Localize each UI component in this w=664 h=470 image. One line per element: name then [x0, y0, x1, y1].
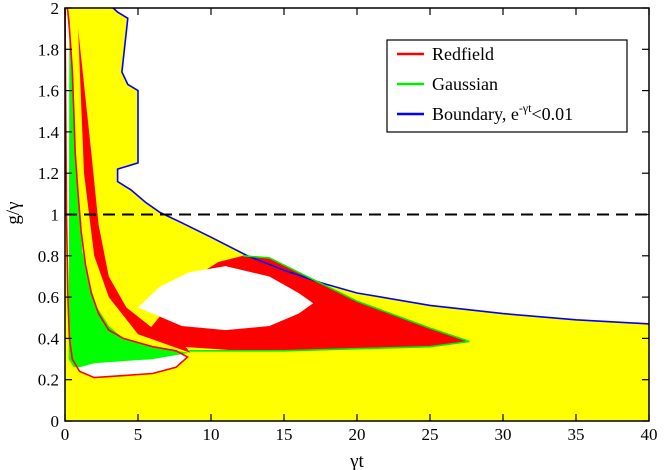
legend-label-boundary: Boundary, e-γt<0.01	[432, 101, 573, 124]
legend-box	[386, 39, 628, 133]
legend-label-gaussian: Gaussian	[432, 74, 498, 94]
region-white-notch	[138, 266, 314, 331]
region-red-left	[78, 28, 191, 353]
regions	[65, 8, 649, 421]
boundary-curve	[112, 7, 650, 325]
y-tick-label: 2	[51, 0, 60, 18]
x-tick-label: 20	[349, 425, 366, 444]
x-tick-label: 5	[134, 425, 143, 444]
y-tick-label: 1.6	[38, 82, 59, 101]
x-axis-label: γt	[349, 451, 364, 470]
y-tick-label: 0.4	[38, 329, 60, 348]
legend-boundary-suffix: <0.01	[531, 104, 573, 124]
region-upper-sliver	[108, 8, 121, 54]
legend: Redfield Gaussian Boundary, e-γt<0.01	[386, 39, 628, 133]
y-tick-label: 1.8	[38, 40, 59, 59]
legend-label-redfield: Redfield	[432, 44, 494, 64]
x-tick-label: 25	[422, 425, 439, 444]
curves	[64, 7, 650, 379]
ticks: 0 5 10 15 20 25 30 35 40 0 0.2 0.4 0.6 0.8 1 1.2 1.4 1.6 1…	[38, 0, 658, 444]
redfield-curve	[64, 7, 189, 379]
y-tick-label: 1.2	[38, 164, 59, 183]
region-green-left	[68, 8, 190, 368]
x-tick-label: 15	[276, 425, 293, 444]
y-tick-label: 0.6	[38, 288, 59, 307]
x-tick-label: 0	[61, 425, 70, 444]
y-tick-label: 1.4	[38, 123, 60, 142]
y-tick-label: 1	[51, 206, 60, 225]
x-tick-label: 10	[203, 425, 220, 444]
gaussian-curve	[189, 255, 470, 352]
y-tick-label: 0.2	[38, 371, 59, 390]
y-axis-label: g/γ	[3, 201, 24, 224]
x-tick-label: 35	[568, 425, 585, 444]
y-tick-label: 0.8	[38, 247, 59, 266]
legend-boundary-exponent: -γt	[519, 101, 532, 115]
y-tick-label: 0	[51, 412, 60, 431]
x-tick-label: 30	[495, 425, 512, 444]
legend-boundary-base: Boundary, e	[432, 104, 519, 124]
x-tick-label: 40	[641, 425, 658, 444]
